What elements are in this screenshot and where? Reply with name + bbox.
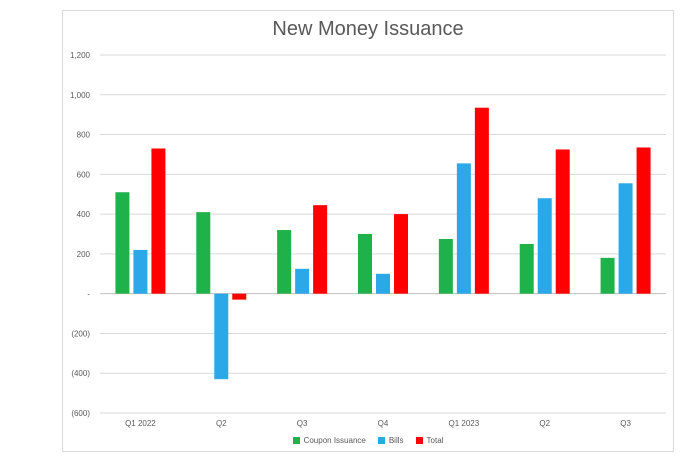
x-tick-label: Q2 [539, 419, 550, 428]
bar-bills [456, 163, 471, 294]
bar-total [151, 148, 166, 294]
legend-item-total: Total [415, 436, 444, 445]
x-tick-label: Q4 [378, 419, 389, 428]
bar-bills [133, 249, 148, 294]
x-tick-label: Q2 [216, 419, 227, 428]
x-tick-label: Q3 [620, 419, 631, 428]
y-tick-label: 600 [77, 170, 91, 179]
bar-coupon-issuance [277, 230, 292, 294]
legend-swatch-coupon-issuance [292, 437, 300, 444]
bar-bills [214, 293, 229, 380]
legend-swatch-bills [377, 437, 385, 444]
bar-coupon-issuance [519, 243, 534, 294]
y-tick-label: 400 [77, 210, 91, 219]
y-tick-label: 1,200 [70, 51, 91, 60]
bar-total [636, 147, 651, 294]
y-tick-label: 800 [77, 131, 91, 140]
y-tick-label: - [87, 290, 90, 299]
legend-label-coupon-issuance: Coupon Issuance [303, 436, 366, 445]
bar-bills [295, 268, 310, 294]
x-tick-label: Q3 [297, 419, 308, 428]
x-tick-label: Q1 2023 [449, 419, 480, 428]
chart-legend: Coupon Issuance Bills Total [62, 436, 674, 445]
chart-title: New Money Issuance [272, 18, 464, 40]
y-tick-label: (200) [71, 329, 90, 338]
bar-coupon-issuance [115, 192, 130, 294]
legend-label-total: Total [426, 436, 444, 445]
bar-coupon-issuance [196, 212, 211, 294]
bar-coupon-issuance [358, 234, 372, 294]
bar-total [394, 214, 408, 294]
bar-bills [537, 198, 552, 294]
legend-item-bills: Bills [377, 436, 404, 445]
bar-coupon-issuance [438, 238, 453, 294]
bar-coupon-issuance [600, 257, 615, 294]
legend-item-coupon-issuance: Coupon Issuance [292, 436, 366, 445]
bar-bills [376, 273, 390, 294]
y-tick-label: (400) [71, 369, 90, 378]
legend-label-bills: Bills [388, 436, 404, 445]
y-tick-label: 1,000 [70, 91, 91, 100]
bar-total [232, 293, 247, 300]
y-tick-label: (600) [71, 409, 90, 418]
bar-total [555, 149, 570, 294]
x-tick-label: Q1 2022 [125, 419, 156, 428]
bar-bills [618, 183, 633, 294]
y-tick-label: 200 [77, 250, 91, 259]
bar-total [313, 205, 328, 294]
legend-swatch-total [415, 437, 423, 444]
bar-total [474, 107, 489, 294]
